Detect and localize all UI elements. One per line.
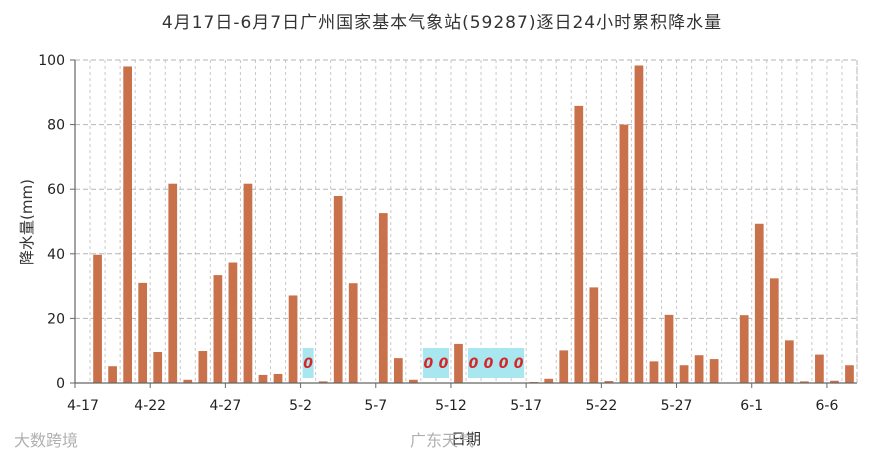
bar	[123, 66, 132, 384]
bar	[544, 378, 554, 383]
y-tick-label: 40	[47, 247, 65, 263]
x-tick-label: 5-17	[510, 398, 542, 414]
x-tick-label: 4-17	[67, 398, 99, 414]
x-ticks: 4-17 4-22 4-27 5-2 5-7 5-12 5-17 5-22 5-27 6-1 6-6	[67, 383, 838, 414]
bar	[604, 381, 614, 383]
x-tick-label: 4-27	[209, 398, 241, 414]
bar	[574, 105, 584, 383]
bar	[138, 282, 148, 383]
zero-label: 0	[514, 356, 524, 372]
zero-label: 0	[499, 356, 509, 372]
x-tick-label: 6-6	[815, 398, 838, 414]
y-ticks: 0 20 40 60 80 100	[38, 53, 75, 392]
x-tick-label: 5-22	[585, 398, 617, 414]
bar	[288, 295, 298, 383]
bar	[634, 65, 644, 383]
bar	[679, 365, 689, 383]
zero-label: 0	[484, 356, 494, 372]
y-tick-label: 80	[47, 118, 65, 134]
bar	[589, 287, 599, 383]
bar	[409, 379, 418, 383]
x-tick-label: 4-22	[134, 398, 166, 414]
bar	[830, 380, 839, 383]
bar	[619, 124, 629, 383]
bar	[348, 283, 358, 383]
bar	[93, 254, 102, 383]
watermark-right: 广东天气	[410, 431, 474, 450]
zero-box	[302, 348, 314, 378]
bar	[168, 183, 178, 383]
x-tick-label: 5-2	[289, 398, 312, 414]
bar	[664, 314, 674, 383]
zero-label: 0	[439, 356, 449, 372]
bars	[93, 65, 854, 384]
bar	[845, 365, 854, 383]
chart-title: 4月17日-6月7日广州国家基本气象站(59287)逐日24小时累积降水量	[162, 13, 722, 33]
bar	[213, 275, 223, 383]
bar	[559, 350, 569, 383]
bar	[318, 381, 328, 383]
bar	[769, 278, 779, 383]
bar	[454, 343, 463, 383]
bar	[273, 373, 283, 383]
x-tick-label: 5-7	[364, 398, 387, 414]
bar	[183, 379, 193, 383]
y-tick-label: 0	[56, 376, 65, 392]
bar	[815, 354, 824, 383]
bar	[784, 340, 794, 383]
grid	[74, 59, 858, 383]
bar	[108, 366, 117, 383]
zero-box	[422, 348, 449, 378]
watermark-left: 大数跨境	[14, 431, 78, 450]
bar	[153, 351, 163, 383]
bar	[800, 381, 809, 383]
bar	[333, 195, 343, 383]
bar	[378, 213, 388, 383]
bar	[198, 351, 208, 383]
bar	[258, 374, 268, 383]
bar	[709, 359, 719, 383]
axes	[74, 60, 858, 384]
x-tick-label: 5-12	[435, 398, 467, 414]
zero-label: 0	[469, 356, 479, 372]
x-tick-label: 6-1	[740, 398, 763, 414]
y-tick-label: 20	[47, 311, 65, 327]
zero-box	[468, 348, 525, 378]
y-tick-label: 100	[38, 53, 65, 69]
bar	[754, 223, 764, 383]
bar	[739, 315, 749, 383]
y-axis-label: 降水量(mm)	[18, 179, 36, 265]
bar	[649, 361, 659, 383]
zero-label: 0	[303, 356, 313, 372]
bar	[393, 358, 403, 383]
x-tick-label: 5-27	[661, 398, 693, 414]
bar	[694, 355, 704, 383]
bar	[228, 262, 238, 383]
bar	[243, 183, 253, 383]
x-axis-label: 日期	[451, 430, 481, 448]
y-tick-label: 60	[47, 182, 65, 198]
zero-label: 0	[424, 356, 434, 372]
